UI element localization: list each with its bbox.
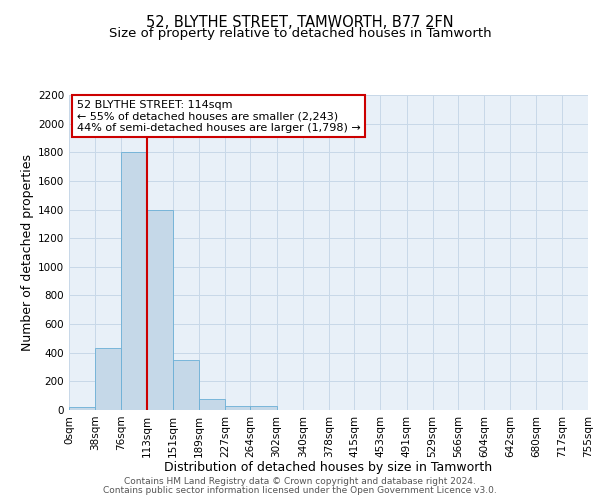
Y-axis label: Number of detached properties: Number of detached properties: [21, 154, 34, 351]
Bar: [199, 398, 225, 410]
Text: Contains HM Land Registry data © Crown copyright and database right 2024.: Contains HM Land Registry data © Crown c…: [124, 477, 476, 486]
Bar: [250, 406, 277, 410]
Bar: [69, 407, 95, 410]
Bar: [95, 348, 121, 410]
Bar: [146, 210, 173, 410]
Text: Size of property relative to detached houses in Tamworth: Size of property relative to detached ho…: [109, 28, 491, 40]
Text: 52, BLYTHE STREET, TAMWORTH, B77 2FN: 52, BLYTHE STREET, TAMWORTH, B77 2FN: [146, 15, 454, 30]
Text: Contains public sector information licensed under the Open Government Licence v3: Contains public sector information licen…: [103, 486, 497, 495]
X-axis label: Distribution of detached houses by size in Tamworth: Distribution of detached houses by size …: [164, 461, 493, 474]
Bar: [225, 406, 250, 410]
Text: 52 BLYTHE STREET: 114sqm
← 55% of detached houses are smaller (2,243)
44% of sem: 52 BLYTHE STREET: 114sqm ← 55% of detach…: [77, 100, 361, 133]
Bar: [121, 152, 146, 410]
Bar: [173, 360, 199, 410]
